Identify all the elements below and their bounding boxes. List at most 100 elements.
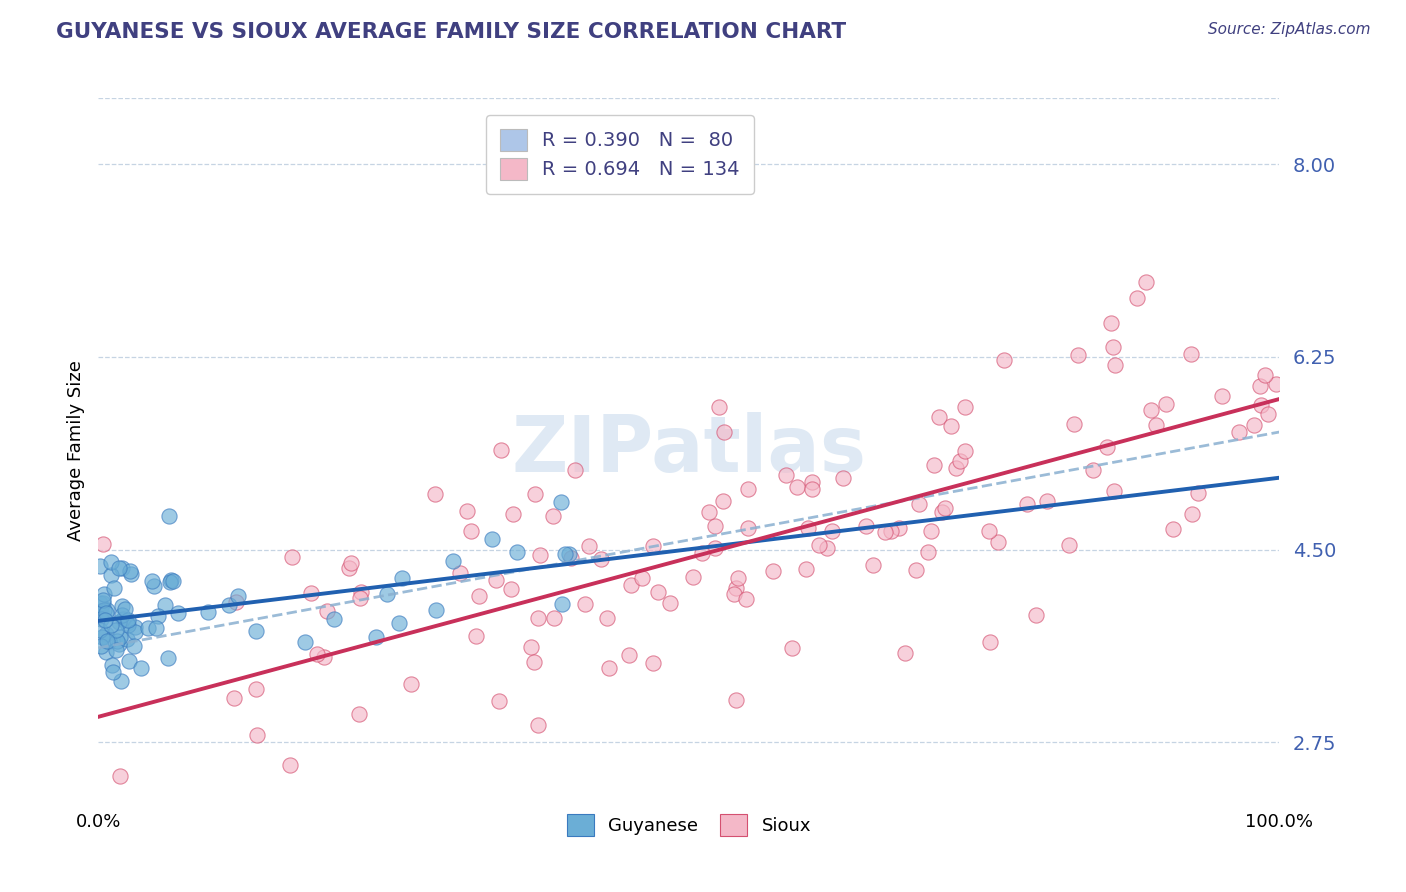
Point (1161, 523, 1184, 537)
Point (1063, 417, 1085, 431)
Point (111, 612, 134, 626)
Point (953, 444, 976, 458)
Point (93, 587, 115, 601)
Point (1017, 497, 1039, 511)
Point (520, 640, 543, 655)
Text: ZIPatlas: ZIPatlas (512, 412, 866, 489)
Point (299, 585, 322, 599)
Point (281, 549, 304, 564)
Point (159, 574, 181, 589)
Point (108, 630, 131, 644)
Point (977, 524, 1000, 538)
Point (89, 624, 111, 638)
Point (1135, 275, 1157, 289)
Point (115, 615, 138, 630)
Point (388, 615, 411, 630)
Point (659, 596, 682, 610)
Point (987, 534, 1010, 549)
Point (90, 604, 112, 618)
Point (118, 655, 141, 669)
Point (100, 568, 122, 582)
Point (704, 541, 727, 556)
Point (90, 631, 112, 645)
Point (449, 566, 471, 581)
Point (527, 611, 550, 625)
Point (620, 578, 643, 592)
Point (762, 564, 785, 578)
Point (993, 352, 1015, 367)
Point (908, 497, 931, 511)
Point (94, 645, 117, 659)
Point (441, 554, 464, 568)
Point (103, 665, 125, 679)
Point (108, 561, 131, 575)
Point (101, 657, 124, 672)
Point (89, 596, 111, 610)
Point (114, 601, 136, 615)
Point (481, 532, 503, 546)
Point (314, 650, 336, 665)
Point (589, 551, 612, 566)
Point (922, 458, 945, 472)
Point (1180, 347, 1202, 361)
Point (713, 425, 735, 440)
Point (91, 537, 114, 551)
Point (120, 567, 142, 582)
Point (339, 556, 361, 570)
Point (820, 524, 842, 538)
Point (321, 818, 343, 832)
Point (939, 419, 962, 434)
Point (138, 621, 160, 635)
Point (141, 574, 163, 589)
Point (934, 500, 956, 515)
Point (157, 509, 180, 524)
Point (949, 454, 972, 468)
Point (89, 639, 111, 653)
Point (399, 677, 422, 691)
Point (197, 606, 219, 620)
Point (1144, 418, 1167, 433)
Point (643, 656, 665, 670)
Point (631, 571, 654, 585)
Point (89, 559, 111, 574)
Point (596, 611, 619, 625)
Point (551, 597, 574, 611)
Point (1180, 507, 1202, 521)
Point (245, 681, 267, 696)
Point (1067, 348, 1090, 362)
Point (598, 661, 620, 675)
Point (349, 818, 371, 832)
Point (682, 570, 704, 584)
Point (502, 508, 524, 522)
Point (1099, 316, 1122, 330)
Point (723, 587, 745, 601)
Point (797, 521, 820, 535)
Point (222, 690, 245, 705)
Point (1057, 537, 1080, 551)
Point (115, 632, 138, 647)
Point (945, 460, 967, 475)
Point (124, 624, 146, 639)
Point (1243, 417, 1265, 432)
Point (526, 718, 548, 732)
Point (1154, 397, 1177, 411)
Point (1257, 408, 1279, 422)
Point (349, 585, 371, 599)
Point (323, 612, 346, 626)
Y-axis label: Average Family Size: Average Family Size (66, 360, 84, 541)
Point (226, 589, 249, 603)
Point (111, 599, 134, 613)
Point (91, 592, 114, 607)
Legend: Guyanese, Sioux: Guyanese, Sioux (560, 806, 818, 843)
Point (578, 540, 600, 554)
Point (1253, 368, 1275, 382)
Point (307, 647, 329, 661)
Point (617, 648, 640, 662)
Point (349, 591, 371, 605)
Point (457, 503, 479, 517)
Text: GUYANESE VS SIOUX AVERAGE FAMILY SIZE CORRELATION CHART: GUYANESE VS SIOUX AVERAGE FAMILY SIZE CO… (56, 22, 846, 42)
Point (704, 518, 727, 533)
Point (423, 487, 446, 501)
Point (1095, 440, 1118, 454)
Point (105, 624, 128, 638)
